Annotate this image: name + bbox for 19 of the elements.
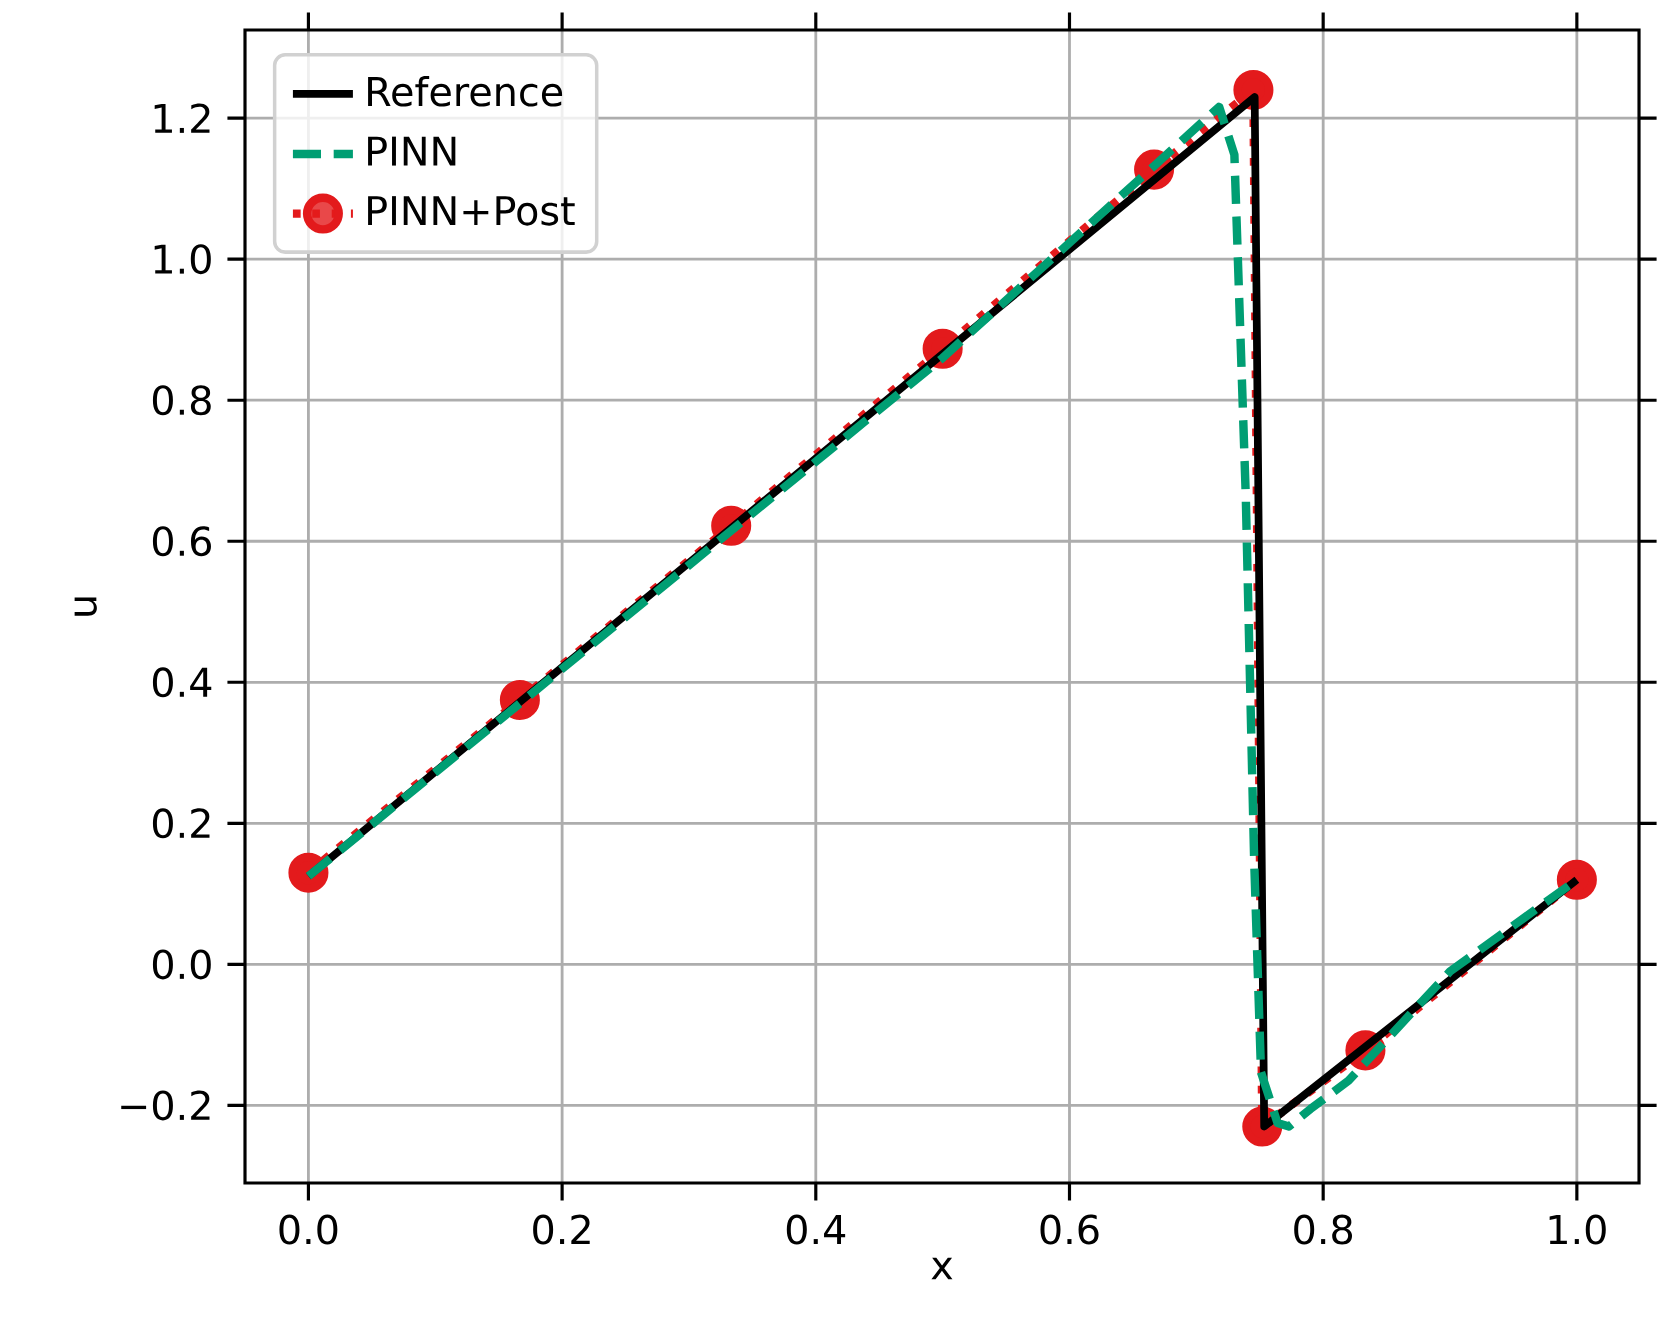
legend-label: Reference bbox=[368, 75, 563, 107]
x-tick-label: 1.0 bbox=[1549, 1214, 1606, 1245]
y-tick-label: 1.2 bbox=[154, 103, 210, 133]
legend-label: PINN+Post bbox=[368, 196, 575, 226]
y-tick-label: 0.6 bbox=[152, 526, 211, 557]
y-tick-label: 1.0 bbox=[154, 244, 211, 275]
y-tick-label: −0.2 bbox=[121, 1090, 210, 1121]
y-tick-label: 0.4 bbox=[152, 667, 212, 698]
legend-label: PINN bbox=[368, 136, 456, 166]
y-tick-label: 0.2 bbox=[152, 808, 210, 839]
x-tick-label: 0.6 bbox=[1040, 1214, 1099, 1245]
y-tick-label: 0.0 bbox=[152, 949, 211, 980]
x-tick-label: 0.8 bbox=[1294, 1214, 1353, 1245]
y-tick-label: 0.8 bbox=[152, 385, 211, 416]
x-tick-label: 0.0 bbox=[279, 1214, 338, 1245]
x-tick-label: 0.2 bbox=[533, 1214, 590, 1245]
x-tick-label: 0.4 bbox=[786, 1214, 846, 1245]
x-axis-title: x bbox=[931, 1257, 953, 1280]
y-axis-title: u bbox=[74, 597, 97, 616]
